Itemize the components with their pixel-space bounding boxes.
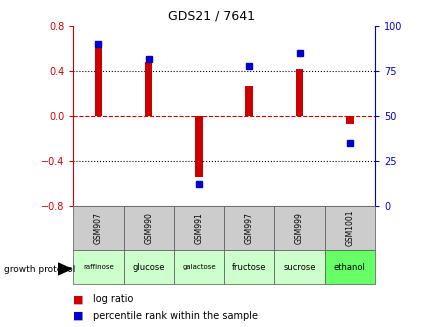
Text: percentile rank within the sample: percentile rank within the sample <box>92 311 257 320</box>
Bar <box>224 206 274 250</box>
Text: growth protocol: growth protocol <box>4 265 76 274</box>
Bar <box>73 206 123 250</box>
Text: ethanol: ethanol <box>333 263 365 272</box>
Bar <box>173 206 224 250</box>
Bar <box>123 206 173 250</box>
Text: fructose: fructose <box>231 263 266 272</box>
Text: raffinose: raffinose <box>83 264 114 270</box>
Text: galactose: galactose <box>182 264 215 270</box>
Text: GSM907: GSM907 <box>94 212 103 244</box>
Text: GSM991: GSM991 <box>194 212 203 244</box>
Bar <box>144 62 152 116</box>
Text: ■: ■ <box>73 311 83 320</box>
Bar <box>195 116 202 177</box>
Bar <box>73 250 123 284</box>
Text: ■: ■ <box>73 294 83 304</box>
Bar <box>295 69 303 116</box>
Bar <box>95 46 102 116</box>
Bar <box>173 250 224 284</box>
Text: GSM1001: GSM1001 <box>344 210 353 246</box>
Text: GSM997: GSM997 <box>244 212 253 244</box>
Text: glucose: glucose <box>132 263 165 272</box>
Text: GSM999: GSM999 <box>295 212 303 244</box>
Bar <box>274 250 324 284</box>
Bar <box>324 250 374 284</box>
Bar <box>345 116 353 124</box>
Text: GSM990: GSM990 <box>144 212 153 244</box>
Bar <box>123 250 173 284</box>
Polygon shape <box>58 263 71 275</box>
Text: log ratio: log ratio <box>92 294 133 304</box>
Bar <box>224 250 274 284</box>
Text: sucrose: sucrose <box>283 263 315 272</box>
Bar <box>245 86 252 116</box>
Text: GDS21 / 7641: GDS21 / 7641 <box>167 10 254 23</box>
Bar <box>324 206 374 250</box>
Bar <box>274 206 324 250</box>
